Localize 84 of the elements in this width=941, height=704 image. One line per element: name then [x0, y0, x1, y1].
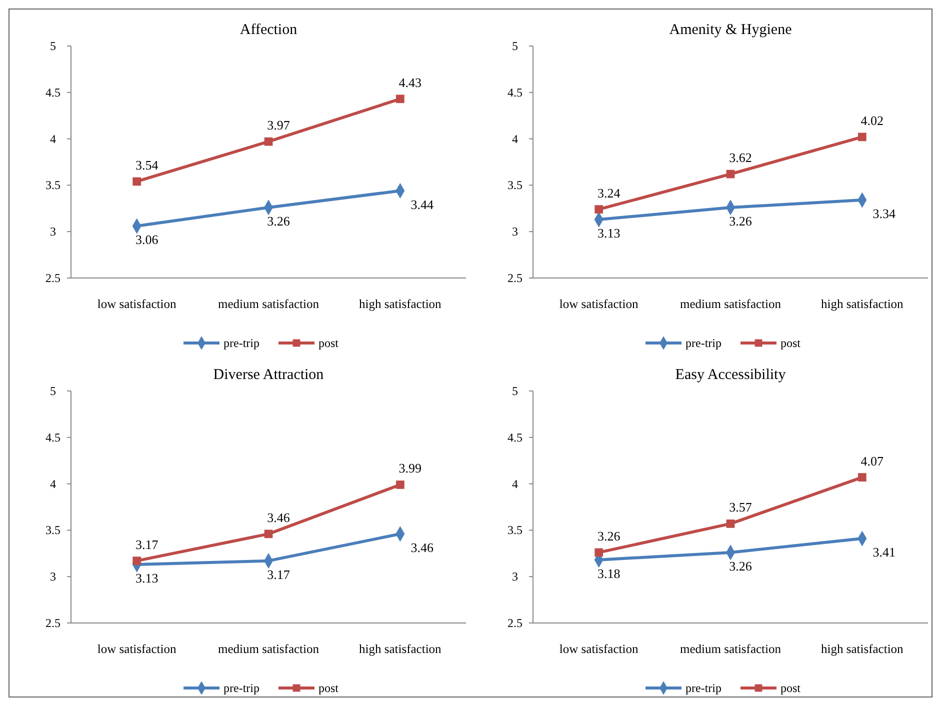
y-tick-label: 5: [512, 384, 518, 398]
data-label: 4.02: [860, 112, 884, 128]
legend-label: pre-trip: [686, 336, 722, 350]
data-label: 4.43: [398, 74, 422, 90]
y-tick-label: 4: [512, 476, 518, 491]
x-tick-label: high satisfaction: [821, 642, 904, 656]
y-tick-label: 2.5: [508, 616, 522, 630]
x-tick-label: medium satisfaction: [680, 642, 782, 656]
legend-label: post: [780, 681, 802, 695]
x-tick-label: low satisfaction: [97, 642, 177, 656]
y-tick-label: 3: [50, 570, 56, 584]
y-tick-label: 3: [512, 224, 518, 239]
point: [264, 137, 273, 146]
x-tick-label: medium satisfaction: [218, 297, 320, 311]
data-label: 3.13: [597, 226, 620, 241]
x-tick-label: high satisfaction: [359, 642, 442, 656]
y-tick-label: 4.5: [508, 85, 522, 100]
chart-title: Affection: [240, 22, 298, 38]
x-tick-label: low satisfaction: [97, 297, 177, 311]
x-tick-label: medium satisfaction: [218, 642, 320, 656]
point: [594, 205, 604, 214]
data-label: 3.97: [267, 118, 290, 133]
data-label: 3.26: [597, 528, 621, 544]
y-tick-label: 3: [50, 224, 56, 239]
data-label: 3.26: [267, 213, 290, 228]
y-tick-label: 3.5: [46, 523, 60, 538]
y-tick-label: 4.5: [46, 85, 60, 100]
x-tick-label: high satisfaction: [821, 297, 904, 311]
x-tick-label: low satisfaction: [559, 297, 639, 311]
y-tick-label: 2.5: [46, 271, 60, 285]
data-label: 3.06: [135, 232, 159, 248]
legend-label: pre-trip: [224, 336, 260, 350]
y-tick-label: 5: [50, 39, 56, 53]
legend-label: post: [318, 681, 340, 695]
y-tick-label: 4.5: [46, 430, 60, 444]
chart-title: Amenity & Hygiene: [669, 22, 792, 38]
y-tick-label: 3: [512, 570, 518, 584]
legend-label: pre-trip: [224, 681, 260, 695]
point: [594, 548, 604, 557]
data-label: 3.99: [398, 460, 422, 476]
data-label: 3.26: [729, 558, 752, 574]
y-tick-label: 4.5: [508, 430, 522, 444]
data-label: 3.17: [135, 536, 159, 552]
point: [132, 177, 142, 186]
data-label: 3.26: [729, 213, 752, 228]
data-label: 3.44: [410, 196, 434, 212]
data-label: 3.41: [872, 544, 896, 560]
y-tick-label: 4: [50, 476, 56, 491]
y-tick-label: 5: [50, 384, 56, 398]
data-label: 3.46: [267, 510, 290, 525]
legend-label: pre-trip: [686, 681, 722, 695]
point: [264, 530, 273, 538]
data-label: 3.46: [410, 540, 434, 555]
data-label: 3.24: [597, 185, 621, 200]
data-label: 3.62: [729, 150, 752, 166]
point: [858, 132, 866, 142]
chart-title: Easy Accessibility: [675, 367, 786, 383]
y-tick-label: 3.5: [508, 523, 522, 538]
y-tick-label: 4: [50, 132, 56, 146]
data-label: 3.57: [729, 500, 752, 515]
x-tick-label: high satisfaction: [359, 297, 442, 311]
point: [132, 556, 142, 566]
data-label: 3.34: [872, 206, 896, 222]
y-tick-label: 3.5: [46, 178, 60, 192]
chart-title: Diverse Attraction: [213, 367, 324, 383]
data-label: 3.17: [267, 566, 290, 582]
y-tick-label: 5: [512, 39, 518, 53]
point: [858, 473, 866, 482]
data-label: 4.07: [860, 453, 884, 468]
y-tick-label: 3.5: [508, 178, 522, 192]
point: [726, 170, 735, 178]
data-label: 3.18: [597, 566, 620, 581]
point: [726, 520, 735, 528]
point: [396, 480, 404, 489]
legend-label: post: [318, 336, 340, 350]
point: [396, 94, 404, 104]
legend-label: post: [780, 336, 802, 350]
y-tick-label: 2.5: [508, 271, 522, 285]
x-tick-label: low satisfaction: [559, 642, 639, 656]
y-tick-label: 2.5: [46, 616, 60, 630]
data-label: 3.54: [135, 157, 159, 172]
y-tick-label: 4: [512, 132, 518, 146]
x-tick-label: medium satisfaction: [680, 297, 782, 311]
data-label: 3.13: [135, 570, 158, 586]
